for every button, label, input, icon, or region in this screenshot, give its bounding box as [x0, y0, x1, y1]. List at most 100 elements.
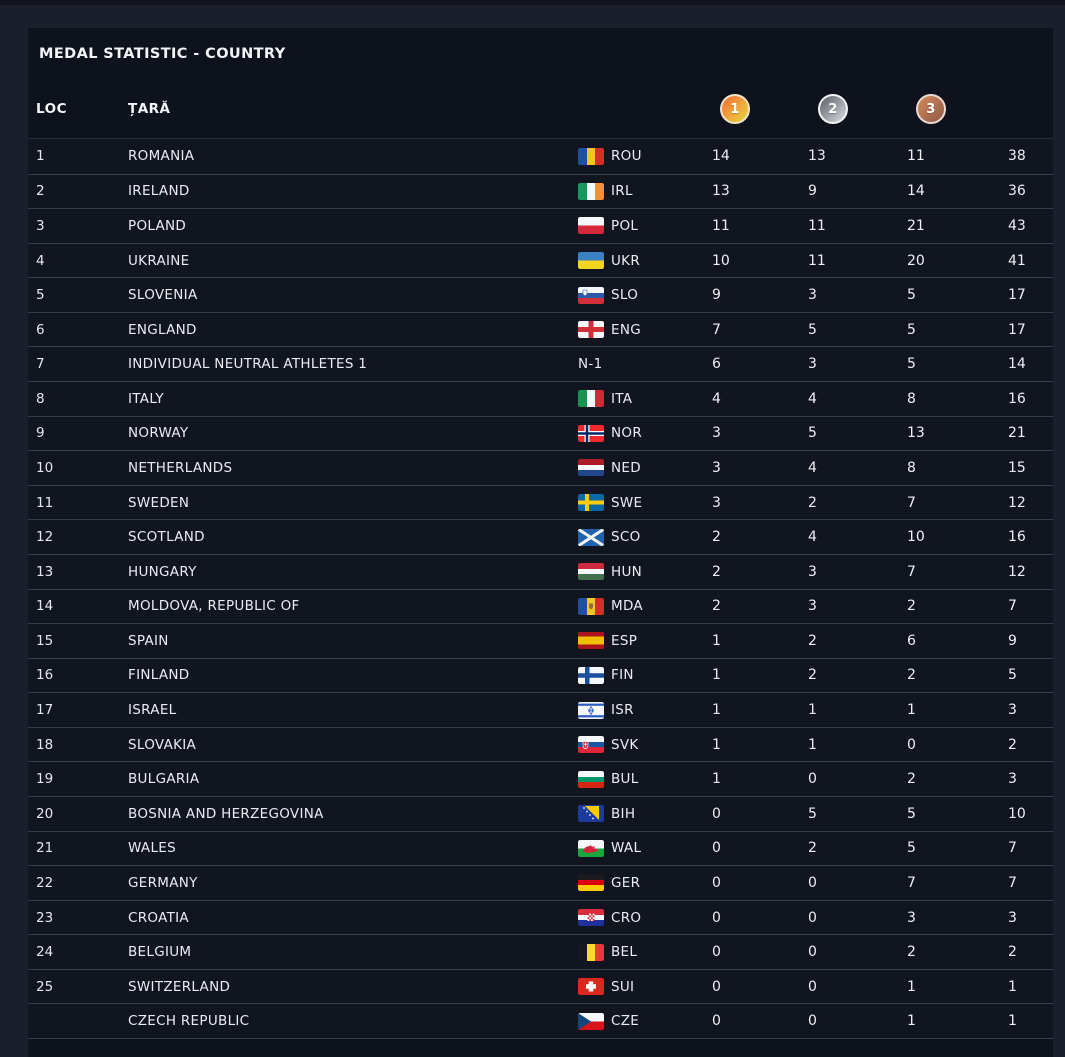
rank-cell: 22	[36, 874, 54, 891]
table-row[interactable]: 19 BULGARIA BUL 1 0 2 3	[28, 761, 1053, 796]
table-row[interactable]: 22 GERMANY GER 0 0 7 7	[28, 865, 1053, 900]
hun-flag-icon	[578, 563, 604, 581]
country-name-cell: ROMANIA	[128, 148, 195, 165]
table-row[interactable]: CZECH REPUBLIC CZE 0 0 1 1	[28, 1003, 1053, 1039]
bronze-count-cell: 2	[907, 598, 916, 615]
rank-cell: 10	[36, 459, 54, 476]
table-row[interactable]: 16 FINLAND FIN 1 2 2 5	[28, 657, 1053, 693]
gold-count-cell: 14	[712, 148, 730, 165]
silver-count-cell: 2	[808, 494, 817, 511]
country-code-label: ROU	[611, 148, 642, 165]
cze-flag-icon	[578, 1012, 604, 1030]
bronze-count-cell: 11	[907, 148, 925, 165]
gold-count-cell: 1	[712, 702, 721, 719]
rank-cell: 14	[36, 598, 54, 615]
table-row[interactable]: 11 SWEDEN SWE 3 2 7 12	[28, 484, 1053, 520]
country-code-label: NOR	[611, 425, 643, 442]
flag-code-cell: SUI	[578, 978, 712, 996]
silver-count-cell: 3	[808, 356, 817, 373]
table-row[interactable]: 4 UKRAINE UKR 10 11 20 41	[28, 242, 1053, 278]
bronze-count-cell: 5	[907, 356, 916, 373]
table-column-header: LOC ȚARĂ 1 2 3	[28, 80, 1053, 138]
flag-code-cell: N-1	[578, 356, 712, 372]
flag-code-cell: CZE	[578, 1012, 712, 1030]
table-row[interactable]: 1 ROMANIA ROU 14 13 11 38	[28, 139, 1053, 174]
flag-code-cell: MDA	[578, 597, 712, 615]
country-code-label: BUL	[611, 771, 639, 788]
table-row[interactable]: 3 POLAND POL 11 11 21 43	[28, 208, 1053, 243]
silver-count-cell: 3	[808, 563, 817, 580]
table-row[interactable]: 5 SLOVENIA SLO 9 3 5 17	[28, 277, 1053, 312]
flag-code-cell: WAL	[578, 839, 712, 857]
flag-code-cell: ITA	[578, 390, 712, 408]
bronze-count-cell: 8	[907, 390, 916, 407]
country-code-label: CRO	[611, 909, 642, 926]
flag-code-cell: SCO	[578, 528, 712, 546]
gold-count-cell: 9	[712, 287, 721, 304]
gold-count-cell: 1	[712, 771, 721, 788]
table-row[interactable]: 12 SCOTLAND SCO 2 4 10 16	[28, 519, 1053, 554]
medal-table-body: 1 ROMANIA ROU 14 13 11 38 2 IRELAND IRL 13 9 14 36 3 PO…	[28, 138, 1053, 1040]
silver-count-cell: 9	[808, 183, 817, 200]
rank-cell: 12	[36, 529, 54, 546]
gold-count-cell: 3	[712, 494, 721, 511]
table-row[interactable]: 8 ITALY ITA 4 4 8 16	[28, 381, 1053, 416]
gold-count-cell: 11	[712, 217, 730, 234]
table-row[interactable]: 17 ISRAEL ISR 1 1 1 3	[28, 692, 1053, 727]
flag-code-cell: HUN	[578, 563, 712, 581]
bronze-count-cell: 3	[907, 909, 916, 926]
table-row[interactable]: 14 MOLDOVA, REPUBLIC OF MDA 2 3 2 7	[28, 588, 1053, 624]
total-count-cell: 43	[1008, 217, 1026, 234]
table-row[interactable]: 13 HUNGARY HUN 2 3 7 12	[28, 553, 1053, 589]
rank-cell: 2	[36, 183, 45, 200]
eng-flag-icon	[578, 321, 604, 339]
gold-count-cell: 3	[712, 425, 721, 442]
country-name-cell: ITALY	[128, 390, 164, 407]
table-row[interactable]: 7 INDIVIDUAL NEUTRAL ATHLETES 1 N-1 6 3 5 14	[28, 346, 1053, 382]
table-row[interactable]: 23 CROATIA CRO 0 0 3 3	[28, 899, 1053, 935]
rank-cell: 24	[36, 944, 54, 961]
silver-count-cell: 0	[808, 909, 817, 926]
bronze-medal-icon: 3	[916, 94, 946, 124]
table-row[interactable]: 25 SWITZERLAND SUI 0 0 1 1	[28, 968, 1053, 1004]
total-count-cell: 41	[1008, 252, 1026, 269]
mda-flag-icon	[578, 597, 604, 615]
flag-code-cell: POL	[578, 217, 712, 235]
country-name-cell: ISRAEL	[128, 702, 177, 719]
silver-count-cell: 0	[808, 874, 817, 891]
silver-count-cell: 0	[808, 944, 817, 961]
bul-flag-icon	[578, 770, 604, 788]
gold-count-cell: 0	[712, 1013, 721, 1030]
bronze-count-cell: 1	[907, 702, 916, 719]
gold-medal-icon: 1	[720, 94, 750, 124]
country-name-cell: SCOTLAND	[128, 529, 205, 546]
bronze-count-cell: 8	[907, 459, 916, 476]
total-count-cell: 2	[1008, 944, 1017, 961]
table-row[interactable]: 2 IRELAND IRL 13 9 14 36	[28, 173, 1053, 209]
table-row[interactable]: 18 SLOVAKIA SVK 1 1 0 2	[28, 726, 1053, 762]
table-row[interactable]: 6 ENGLAND ENG 7 5 5 17	[28, 311, 1053, 347]
rank-cell: 6	[36, 321, 45, 338]
table-row[interactable]: 20 BOSNIA AND HERZEGOVINA BIH 0 5 5 10	[28, 795, 1053, 831]
total-count-cell: 2	[1008, 736, 1017, 753]
table-row[interactable]: 9 NORWAY NOR 3 5 13 21	[28, 415, 1053, 451]
table-row[interactable]: 10 NETHERLANDS NED 3 4 8 15	[28, 450, 1053, 485]
table-row[interactable]: 15 SPAIN ESP 1 2 6 9	[28, 623, 1053, 658]
top-band	[0, 0, 1065, 5]
rank-cell: 7	[36, 356, 45, 373]
total-count-cell: 3	[1008, 771, 1017, 788]
table-row[interactable]: 21 WALES WAL 0 2 5 7	[28, 830, 1053, 866]
rank-cell: 25	[36, 978, 54, 995]
rank-cell: 9	[36, 425, 45, 442]
slo-flag-icon	[578, 286, 604, 304]
silver-count-cell: 3	[808, 598, 817, 615]
silver-count-cell: 11	[808, 217, 826, 234]
country-name-cell: WALES	[128, 840, 176, 857]
country-code-label: BEL	[611, 944, 638, 961]
rank-cell: 15	[36, 632, 54, 649]
country-name-cell: NORWAY	[128, 425, 189, 442]
gold-count-cell: 0	[712, 909, 721, 926]
table-row[interactable]: 24 BELGIUM BEL 0 0 2 2	[28, 934, 1053, 969]
bronze-count-cell: 1	[907, 1013, 916, 1030]
total-count-cell: 7	[1008, 874, 1017, 891]
